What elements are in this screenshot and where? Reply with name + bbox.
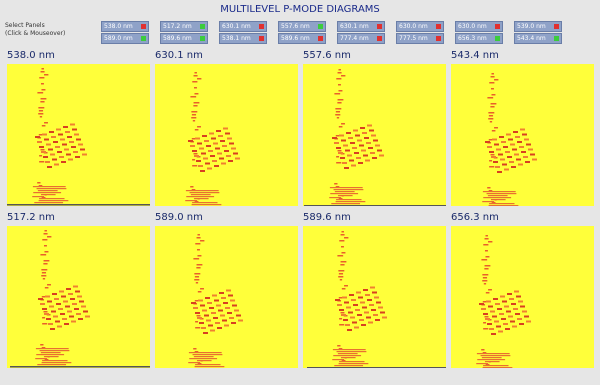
indicator bbox=[259, 24, 264, 29]
indicator bbox=[259, 36, 264, 41]
p-mode-panel bbox=[303, 226, 446, 368]
panel-button[interactable]: 630.0 nm bbox=[396, 21, 444, 32]
panel-button[interactable]: 656.3 nm bbox=[455, 33, 503, 44]
indicator bbox=[554, 36, 559, 41]
panel-label: 538.0 nm bbox=[7, 50, 55, 61]
indicator bbox=[377, 36, 382, 41]
p-mode-panel bbox=[451, 64, 594, 206]
panel-button[interactable]: 777.4 nm bbox=[337, 33, 385, 44]
p-mode-panel bbox=[155, 64, 298, 206]
panel-button[interactable]: 589.6 nm bbox=[160, 33, 208, 44]
indicator bbox=[495, 24, 500, 29]
panel-button[interactable]: 589.0 nm bbox=[101, 33, 149, 44]
panel-label: 630.1 nm bbox=[155, 50, 203, 61]
panel-button[interactable]: 538.1 nm bbox=[219, 33, 267, 44]
panel-background bbox=[451, 226, 594, 368]
indicator bbox=[200, 36, 205, 41]
indicator bbox=[200, 24, 205, 29]
panel-label: 517.2 nm bbox=[7, 212, 55, 223]
p-mode-panel bbox=[451, 226, 594, 368]
panel-button[interactable]: 589.6 nm bbox=[278, 33, 326, 44]
panel-label: 589.6 nm bbox=[303, 212, 351, 223]
panel-button[interactable]: 543.4 nm bbox=[514, 33, 562, 44]
title: MULTILEVEL P-MODE DIAGRAMS bbox=[220, 4, 380, 15]
p-mode-panel bbox=[303, 64, 446, 206]
indicator bbox=[141, 24, 146, 29]
panel-label: 557.6 nm bbox=[303, 50, 351, 61]
panel-button[interactable]: 630.1 nm bbox=[219, 21, 267, 32]
panel-background bbox=[155, 226, 298, 368]
panel-button[interactable]: 538.0 nm bbox=[101, 21, 149, 32]
indicator bbox=[318, 24, 323, 29]
panel-button[interactable]: 630.1 nm bbox=[337, 21, 385, 32]
panel-button[interactable]: 777.5 nm bbox=[396, 33, 444, 44]
panel-button[interactable]: 539.0 nm bbox=[514, 21, 562, 32]
panel-background bbox=[155, 64, 298, 206]
panel-button[interactable]: 517.2 nm bbox=[160, 21, 208, 32]
indicator bbox=[141, 36, 146, 41]
p-mode-panel bbox=[7, 64, 150, 206]
p-mode-panel bbox=[155, 226, 298, 368]
indicator bbox=[377, 24, 382, 29]
indicator bbox=[495, 36, 500, 41]
indicator bbox=[436, 24, 441, 29]
panel-button[interactable]: 557.6 nm bbox=[278, 21, 326, 32]
panel-label: 656.3 nm bbox=[451, 212, 499, 223]
indicator bbox=[318, 36, 323, 41]
panel-label: 589.0 nm bbox=[155, 212, 203, 223]
p-mode-panel bbox=[7, 226, 150, 368]
hint-line: Select Panels bbox=[5, 22, 45, 29]
hint: Select Panels (Click & Mouseover) bbox=[5, 22, 95, 38]
indicator bbox=[554, 24, 559, 29]
indicator bbox=[436, 36, 441, 41]
panel-label: 543.4 nm bbox=[451, 50, 499, 61]
hint-line: (Click & Mouseover) bbox=[5, 30, 66, 37]
panel-button[interactable]: 630.0 nm bbox=[455, 21, 503, 32]
